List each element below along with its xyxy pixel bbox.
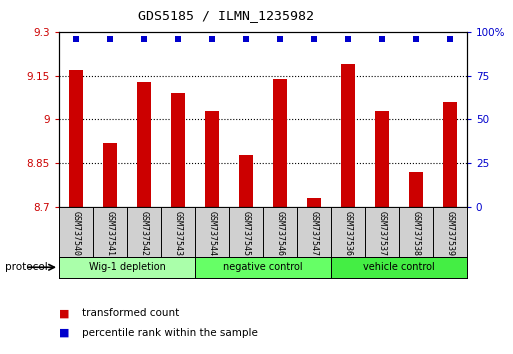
Text: GSM737538: GSM737538 (411, 211, 420, 256)
Text: GSM737546: GSM737546 (275, 211, 284, 256)
Text: GSM737541: GSM737541 (106, 211, 114, 256)
Text: protocol: protocol (5, 262, 48, 272)
Text: percentile rank within the sample: percentile rank within the sample (82, 328, 258, 338)
Text: ■: ■ (59, 328, 73, 338)
Bar (409, 172, 423, 207)
Text: GSM737544: GSM737544 (207, 211, 216, 256)
Text: GSM737542: GSM737542 (140, 211, 148, 256)
Text: GSM737540: GSM737540 (71, 211, 81, 256)
Bar (137, 81, 151, 207)
Text: vehicle control: vehicle control (363, 262, 435, 272)
Text: GSM737537: GSM737537 (378, 211, 386, 256)
Bar (375, 111, 389, 207)
Bar (69, 70, 83, 207)
Text: GSM737536: GSM737536 (343, 211, 352, 256)
Bar (59, 257, 195, 278)
Text: GSM737547: GSM737547 (309, 211, 319, 256)
Text: GSM737539: GSM737539 (445, 211, 455, 256)
Text: negative control: negative control (223, 262, 303, 272)
Text: GSM737543: GSM737543 (173, 211, 183, 256)
Bar (103, 143, 117, 207)
Bar (239, 154, 253, 207)
Text: GDS5185 / ILMN_1235982: GDS5185 / ILMN_1235982 (137, 9, 314, 22)
Bar (195, 257, 331, 278)
Text: Wig-1 depletion: Wig-1 depletion (89, 262, 165, 272)
Bar (307, 198, 321, 207)
Bar (205, 111, 219, 207)
Text: GSM737545: GSM737545 (242, 211, 250, 256)
Bar (171, 93, 185, 207)
Text: ■: ■ (59, 308, 73, 318)
Text: transformed count: transformed count (82, 308, 180, 318)
Bar (341, 64, 354, 207)
Bar (443, 102, 457, 207)
Bar (273, 79, 287, 207)
Bar (331, 257, 467, 278)
